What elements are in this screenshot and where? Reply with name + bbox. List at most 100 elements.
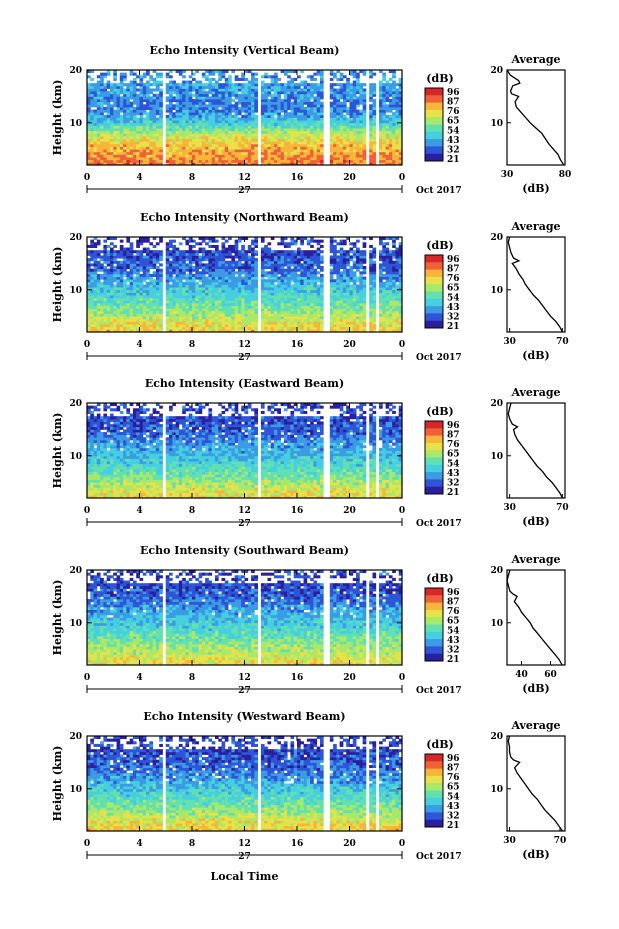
heatmap-cell bbox=[372, 106, 377, 110]
heatmap-cell bbox=[113, 300, 117, 304]
heatmap-cell bbox=[149, 310, 154, 314]
heatmap-cell bbox=[152, 125, 157, 129]
heatmap-cell bbox=[349, 133, 354, 137]
heatmap-cell bbox=[241, 247, 245, 251]
heatmap-cell bbox=[362, 101, 367, 105]
heatmap-cell bbox=[152, 271, 157, 275]
heatmap-cell bbox=[152, 77, 157, 81]
heatmap-cell bbox=[231, 310, 236, 314]
heatmap-cell bbox=[149, 313, 154, 317]
heatmap-cell bbox=[149, 266, 154, 270]
heatmap-cell bbox=[172, 247, 176, 251]
heatmap-cell bbox=[382, 114, 386, 118]
heatmap-cell bbox=[260, 297, 265, 301]
heatmap-cell bbox=[149, 255, 154, 259]
heatmap-cell bbox=[178, 287, 183, 291]
heatmap-cell bbox=[123, 143, 127, 147]
heatmap-cell bbox=[359, 128, 364, 132]
heatmap-cell bbox=[155, 154, 160, 158]
heatmap-cell bbox=[228, 93, 232, 97]
heatmap-cell bbox=[287, 114, 291, 118]
heatmap-cell bbox=[251, 149, 255, 153]
heatmap-cell bbox=[224, 316, 229, 320]
heatmap-cell bbox=[300, 104, 304, 108]
heatmap-cell bbox=[237, 266, 242, 270]
heatmap-cell bbox=[254, 281, 259, 285]
heatmap-cell bbox=[208, 135, 213, 140]
heatmap-cell bbox=[103, 255, 108, 259]
heatmap-cell bbox=[96, 302, 101, 307]
heatmap-cell bbox=[398, 162, 403, 166]
heatmap-cell bbox=[234, 135, 239, 140]
heatmap-cell bbox=[93, 260, 98, 264]
heatmap-cell bbox=[165, 310, 170, 314]
heatmap-cell bbox=[306, 75, 311, 79]
heatmap-cell bbox=[244, 104, 249, 108]
heatmap-cell bbox=[270, 316, 275, 320]
heatmap-cell bbox=[277, 135, 281, 140]
heatmap-cell bbox=[109, 88, 114, 92]
heatmap-cell bbox=[297, 316, 301, 320]
heatmap-cell bbox=[369, 83, 373, 87]
heatmap-cell bbox=[175, 258, 180, 262]
heatmap-cell bbox=[290, 324, 295, 328]
heatmap-cell bbox=[113, 260, 117, 264]
heatmap-cell bbox=[280, 70, 285, 74]
heatmap-cell bbox=[306, 93, 311, 97]
heatmap-cell bbox=[152, 106, 157, 110]
heatmap-cell bbox=[388, 162, 393, 166]
heatmap-cell bbox=[155, 287, 160, 291]
heatmap-cell bbox=[109, 99, 114, 103]
heatmap-cell bbox=[260, 271, 265, 275]
heatmap-cell bbox=[113, 310, 117, 314]
heatmap-cell bbox=[218, 258, 222, 262]
heatmap-cell bbox=[169, 297, 173, 301]
heatmap-cell bbox=[241, 141, 245, 145]
heatmap-cell bbox=[264, 120, 268, 124]
heatmap-cell bbox=[109, 266, 114, 270]
heatmap-cell bbox=[182, 112, 186, 116]
heatmap-cell bbox=[277, 104, 281, 108]
heatmap-cell bbox=[319, 133, 324, 137]
heatmap-cell bbox=[205, 313, 209, 317]
heatmap-cell bbox=[333, 154, 337, 158]
heatmap-cell bbox=[290, 135, 295, 140]
heatmap-cell bbox=[178, 271, 183, 275]
heatmap-cell bbox=[136, 112, 140, 116]
heatmap-cell bbox=[155, 141, 160, 145]
heatmap-cell bbox=[126, 266, 131, 270]
heatmap-cell bbox=[103, 239, 108, 243]
heatmap-cell bbox=[155, 324, 160, 328]
heatmap-cell bbox=[214, 125, 219, 129]
heatmap-cell bbox=[221, 72, 226, 76]
heatmap-cell bbox=[221, 281, 226, 285]
heatmap-cell bbox=[152, 141, 157, 145]
heatmap-cell bbox=[300, 109, 304, 113]
heatmap-cell bbox=[172, 310, 176, 314]
heatmap-cell bbox=[175, 276, 180, 280]
heatmap-cell bbox=[251, 297, 255, 301]
heatmap-cell bbox=[237, 88, 242, 92]
heatmap-cell bbox=[214, 308, 219, 312]
heatmap-cell bbox=[385, 128, 390, 132]
heatmap-cell bbox=[109, 112, 114, 116]
heatmap-cell bbox=[178, 130, 183, 134]
heatmap-cell bbox=[228, 255, 232, 259]
heatmap-cell bbox=[244, 128, 249, 132]
heatmap-cell bbox=[146, 308, 150, 312]
heatmap-cell bbox=[352, 146, 357, 150]
heatmap-cell bbox=[267, 247, 272, 251]
heatmap-cell bbox=[293, 321, 298, 325]
heatmap-cell bbox=[244, 122, 249, 126]
heatmap-cell bbox=[362, 122, 367, 126]
heatmap-cell bbox=[126, 133, 131, 137]
heatmap-cell bbox=[123, 151, 127, 155]
heatmap-cell bbox=[139, 258, 144, 262]
heatmap-cell bbox=[264, 266, 268, 270]
heatmap-cell bbox=[270, 109, 275, 113]
heatmap-cell bbox=[96, 122, 101, 126]
heatmap-cell bbox=[172, 252, 176, 256]
heatmap-cell bbox=[188, 104, 193, 108]
heatmap-cell bbox=[214, 244, 219, 248]
heatmap-cell bbox=[274, 146, 278, 150]
